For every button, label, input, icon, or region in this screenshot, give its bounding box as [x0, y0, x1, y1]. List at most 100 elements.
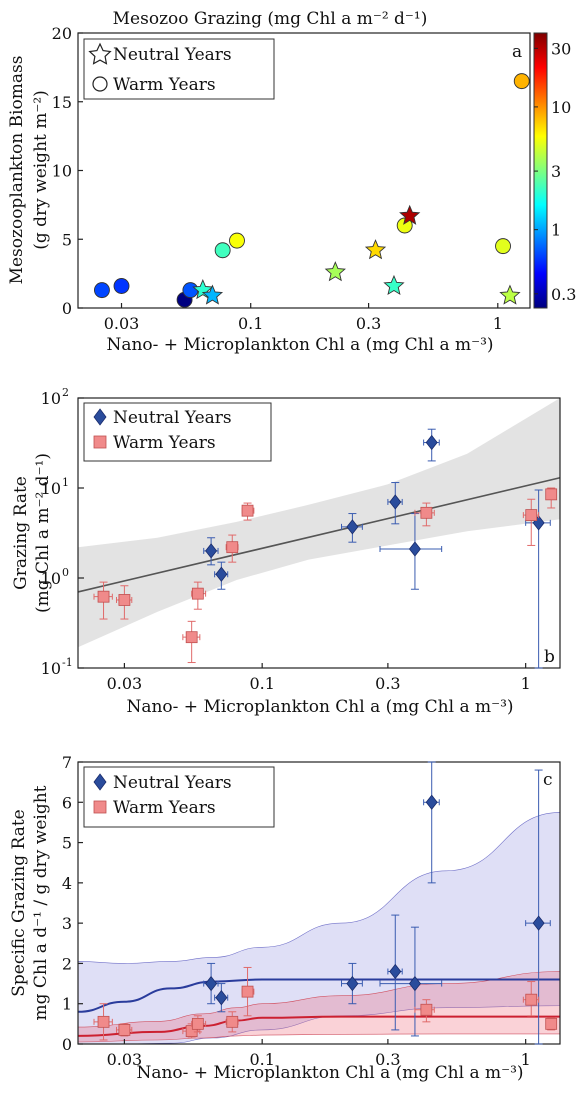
neutral-year-point [408, 541, 421, 557]
y-tick-label: 10 [41, 659, 61, 678]
y-tick-label: 4 [62, 874, 72, 893]
neutral-year-point [425, 794, 438, 810]
y-tick-label: 10 [41, 569, 61, 588]
y-tick-label: 7 [62, 753, 72, 772]
x-tick-label: 0.1 [249, 1050, 274, 1069]
neutral-year-point [205, 543, 218, 559]
legend-square-icon [93, 435, 107, 449]
panel-b-legend-warm: Warm Years [113, 433, 216, 453]
warm-year-point [513, 73, 530, 90]
legend-circle-icon [92, 76, 108, 92]
warm-year-point [97, 590, 110, 603]
y-tick-label: 5 [62, 230, 72, 249]
warm-year-point [93, 282, 110, 299]
x-tick-label: 1 [521, 1050, 531, 1069]
panel-b-y-axis-label-line1: Grazing Rate [11, 476, 31, 590]
y-tick-label: 2 [62, 954, 72, 973]
neutral-year-point [532, 915, 545, 931]
warm-year-point [420, 506, 433, 519]
panel-c-plot-frame [77, 761, 561, 1045]
panel-a-legend-warm: Warm Years [113, 75, 216, 95]
neutral-year-point [324, 261, 346, 282]
panel-b-x-ticks: 0.03 0.1 0.3 1 [107, 663, 531, 693]
neutral-year-point [408, 975, 421, 992]
colorbar-tick-label: 10 [551, 98, 571, 117]
y-tick-label: 0 [62, 1035, 72, 1054]
panel-a-colorbar-ticks: 0.3 1 3 10 30 [534, 39, 576, 304]
neutral-year-point [425, 434, 438, 451]
legend-diamond-icon [93, 773, 107, 791]
warm-year-point [214, 242, 231, 259]
y-tick-exponent: 2 [62, 386, 69, 399]
regression-line [77, 476, 561, 593]
colorbar-tick-label: 1 [551, 221, 561, 240]
neutral-year-point [205, 975, 218, 992]
panel-a-x-axis-label: Nano- + Microplankton Chl a (mg Chl a m⁻… [106, 335, 493, 355]
warm-year-point [118, 594, 131, 606]
neutral-year-point [215, 566, 228, 582]
panel-a-panel-letter: a [512, 42, 522, 62]
y-tick-exponent: 1 [62, 476, 69, 489]
panel-c-legend-warm: Warm Years [113, 798, 216, 818]
x-tick-label: 0.1 [238, 314, 263, 333]
warm-year-point [545, 1017, 558, 1030]
panel-c: 0.03 0.1 0.3 1 0 1 2 3 4 5 6 7 Nano- + Microplankt… [9, 753, 561, 1083]
warm-year-point [226, 1015, 239, 1028]
panel-b-points [93, 428, 558, 669]
panel-c-x-axis-label: Nano- + Microplankton Chl a (mg Chl a m⁻… [136, 1063, 523, 1083]
warm-year-point [229, 232, 245, 249]
neutral-fit-curve [77, 978, 560, 1013]
panel-b-y-axis-label-line2: (mg Chl a m⁻² d⁻¹) [33, 453, 53, 613]
panel-a-y-axis-label-line2: (g dry weight m⁻²) [31, 90, 51, 250]
panel-a-legend-neutral: Neutral Years [113, 45, 232, 65]
neutral-year-point [499, 284, 521, 305]
neutral-year-point [383, 274, 405, 296]
panel-a-points [93, 73, 530, 308]
neutral-year-point [389, 963, 402, 980]
x-tick-label: 1 [521, 674, 531, 693]
warm-year-point [495, 238, 511, 255]
x-tick-label: 0.03 [107, 1050, 143, 1069]
y-tick-label: 5 [62, 834, 72, 853]
colorbar-tick-label: 0.3 [551, 285, 576, 304]
warm-year-point [525, 993, 538, 1006]
y-tick-label: 10 [41, 389, 61, 408]
neutral-confidence-band [77, 812, 561, 1045]
panel-b-legend-box [83, 402, 272, 462]
warm-year-point [525, 509, 538, 521]
warm-year-point [420, 1003, 433, 1016]
warm-year-point [241, 985, 254, 998]
panel-b-legend-neutral: Neutral Years [113, 408, 232, 428]
panel-a-y-axis-label-line1: Mesozooplankton Biomass [7, 56, 27, 285]
y-tick-label: 1 [62, 995, 72, 1014]
warm-year-point [545, 488, 558, 501]
neutral-year-point [346, 975, 359, 992]
panel-c-y-axis-label-line2: mg Chl a d⁻¹ / g dry weight [31, 785, 51, 1020]
y-tick-label: 20 [52, 24, 72, 43]
panel-c-legend-box [83, 766, 275, 828]
y-tick-label: 10 [52, 162, 72, 181]
y-tick-label: 10 [41, 479, 61, 498]
y-tick-label: 0 [62, 299, 72, 318]
legend-star-icon [88, 42, 112, 65]
warm-year-point [113, 278, 130, 294]
panel-a-title: Mesozoo Grazing (mg Chl a m⁻² d⁻¹) [113, 9, 428, 29]
warm-year-point [182, 282, 199, 299]
neutral-year-point [201, 284, 224, 305]
confidence-band [78, 398, 560, 648]
panel-a-legend-box [83, 38, 275, 100]
x-tick-label: 0.1 [249, 674, 274, 693]
panel-a-y-ticks: 0 5 10 15 20 [52, 24, 83, 318]
colorbar-tick-label: 30 [551, 39, 571, 58]
y-tick-exponent: -1 [62, 656, 73, 669]
x-tick-label: 0.03 [104, 314, 140, 333]
warm-year-point [241, 504, 254, 517]
warm-year-point [97, 1015, 110, 1028]
panel-b-legend: Neutral Years Warm Years [83, 402, 272, 462]
neutral-year-point [364, 239, 387, 260]
y-tick-label: 3 [62, 914, 72, 933]
legend-square-icon [93, 800, 107, 814]
